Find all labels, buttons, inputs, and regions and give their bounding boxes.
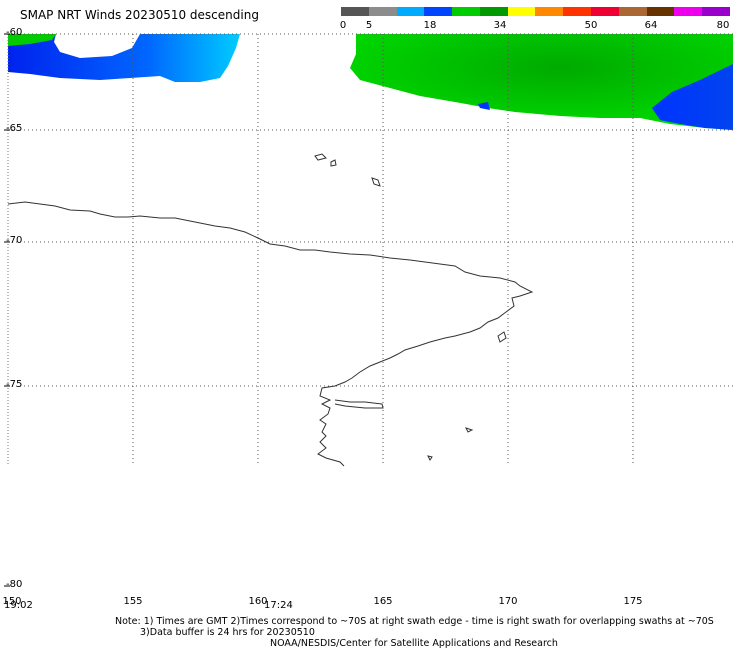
lat-label: -65 — [6, 123, 23, 134]
lon-label: 150 — [2, 596, 22, 607]
lat-label: -60 — [6, 27, 23, 38]
scale-segment — [479, 7, 508, 16]
scale-segment — [396, 7, 425, 16]
scale-segment — [424, 7, 453, 16]
lon-label: 160 — [248, 596, 268, 607]
scale-segment — [535, 7, 564, 16]
lat-label: -70 — [6, 235, 23, 246]
lat-label: -80 — [6, 579, 23, 590]
wind-swath-right-blue — [652, 64, 733, 130]
chart-title: SMAP NRT Winds 20230510 descending — [20, 8, 259, 22]
scale-segment — [507, 7, 536, 16]
scale-tick: 0 — [339, 20, 347, 31]
scale-segment — [341, 7, 369, 16]
lon-label: 170 — [498, 596, 518, 607]
scale-segment — [674, 7, 703, 16]
wind-swath-right-green — [350, 34, 733, 130]
swath-time-label: 19:02 — [4, 600, 33, 611]
lon-label: 165 — [373, 596, 393, 607]
lat-label: -75 — [6, 379, 23, 390]
footer-note-line2: 3)Data buffer is 24 hrs for 20230510 — [140, 627, 315, 638]
scale-tick: 5 — [365, 20, 373, 31]
scale-tick: 18 — [423, 20, 437, 31]
wind-swath-left-gap — [54, 34, 140, 58]
coastline — [7, 153, 534, 467]
scale-segment — [618, 7, 647, 16]
scale-tick: 34 — [493, 20, 507, 31]
scale-tick: 64 — [644, 20, 658, 31]
swath-time-label: 17:24 — [264, 600, 293, 611]
footer-credit: NOAA/NESDIS/Center for Satellite Applica… — [270, 638, 558, 649]
footer-note-line1: Note: 1) Times are GMT 2)Times correspon… — [115, 616, 714, 627]
scale-segment — [591, 7, 619, 16]
wind-swath-right-blue-speck — [478, 102, 490, 110]
scale-tick: 50 — [584, 20, 598, 31]
scale-segment — [563, 7, 592, 16]
scale-segment — [646, 7, 675, 16]
scale-segment — [702, 7, 730, 16]
wind-swath-left-green — [8, 34, 56, 46]
scale-segment — [368, 7, 397, 16]
scale-tick: 80 — [716, 20, 730, 31]
map-grid — [8, 33, 733, 465]
scale-segment — [452, 7, 480, 16]
lon-label: 155 — [123, 596, 143, 607]
wind-speed-color-scale — [341, 7, 730, 16]
lon-label: 175 — [623, 596, 643, 607]
